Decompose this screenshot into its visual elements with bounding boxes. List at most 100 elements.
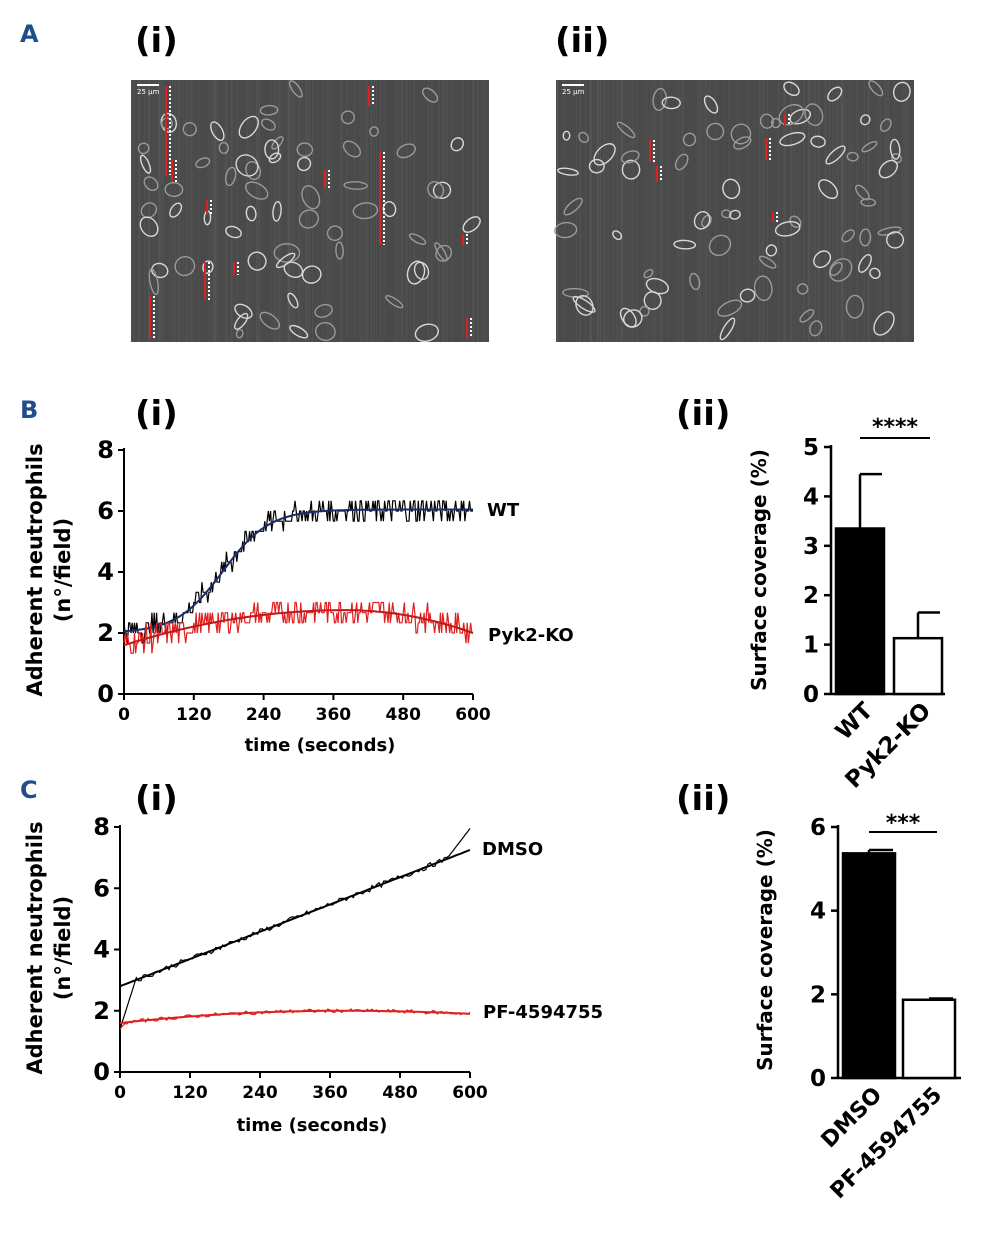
cell bbox=[143, 176, 159, 192]
cell bbox=[562, 130, 571, 141]
chart-c-i: Adherent neutrophils (n°/field) time (se… bbox=[23, 813, 603, 1136]
cell bbox=[264, 139, 280, 160]
scale-label-i: 25 µm bbox=[137, 88, 160, 96]
cell bbox=[753, 275, 773, 302]
cell bbox=[721, 209, 732, 219]
cell bbox=[722, 178, 741, 200]
panel-a-ii-label: (ii) bbox=[555, 21, 609, 61]
cell bbox=[652, 87, 667, 111]
cell bbox=[827, 86, 843, 102]
cell bbox=[879, 118, 892, 132]
cell bbox=[886, 231, 905, 249]
x-tick-label: 360 bbox=[316, 705, 352, 725]
cell bbox=[427, 181, 445, 199]
cell bbox=[169, 202, 183, 218]
y-tick-label: 5 bbox=[803, 435, 819, 461]
cell bbox=[247, 251, 267, 271]
cell bbox=[845, 294, 864, 319]
cell bbox=[235, 328, 244, 339]
cell bbox=[708, 234, 732, 257]
panel-b-i-label: (i) bbox=[135, 394, 178, 434]
cell bbox=[809, 320, 823, 337]
cell bbox=[620, 150, 640, 164]
micrograph-ii-texture bbox=[554, 80, 911, 342]
cell bbox=[733, 136, 752, 150]
series-fit-wt bbox=[123, 508, 473, 633]
y-tick-label: 2 bbox=[803, 583, 819, 609]
cell bbox=[245, 161, 262, 181]
panel-b-label: B bbox=[20, 396, 38, 424]
y-tick-label: 4 bbox=[97, 558, 114, 586]
cell bbox=[854, 184, 870, 201]
c-i-y-title-line2: (n°/field) bbox=[51, 896, 75, 1000]
cell bbox=[661, 96, 681, 110]
cell bbox=[434, 242, 448, 262]
b-ii-y-title: Surface coverage (%) bbox=[747, 449, 771, 691]
x-tick-label: 480 bbox=[385, 705, 421, 725]
y-tick-label: 2 bbox=[810, 982, 826, 1008]
x-tick-label: 600 bbox=[452, 1083, 488, 1103]
scale-label-ii: 25 µm bbox=[562, 88, 585, 96]
cell bbox=[673, 239, 697, 250]
cell bbox=[778, 103, 804, 126]
c-i-x-title: time (seconds) bbox=[237, 1115, 388, 1136]
cell bbox=[137, 142, 150, 155]
y-tick-label: 3 bbox=[803, 534, 819, 560]
cell bbox=[739, 288, 756, 303]
x-tick-label: 0 bbox=[114, 1083, 126, 1103]
cell bbox=[462, 216, 481, 233]
cell bbox=[297, 156, 312, 172]
scale-bar-ii bbox=[562, 84, 584, 86]
cell bbox=[369, 126, 379, 137]
cell bbox=[619, 307, 637, 328]
y-tick-label: 0 bbox=[97, 680, 114, 708]
cell bbox=[810, 135, 826, 148]
cell bbox=[825, 145, 846, 165]
b-i-legend-wt: WT bbox=[487, 500, 520, 521]
y-tick-label: 0 bbox=[810, 1066, 826, 1092]
cell bbox=[233, 312, 249, 330]
x-tick-label: 360 bbox=[312, 1083, 348, 1103]
cell bbox=[804, 103, 824, 127]
chart-b-ii: Surface coverage (%) **** 012345WTPyk2-K… bbox=[747, 415, 945, 794]
y-tick-label: 4 bbox=[803, 484, 819, 510]
cell bbox=[645, 277, 669, 295]
cell bbox=[621, 159, 641, 180]
cell bbox=[557, 167, 579, 176]
cell bbox=[869, 267, 881, 280]
cell bbox=[765, 244, 778, 257]
cell bbox=[643, 291, 662, 310]
x-tick-label: 240 bbox=[242, 1083, 278, 1103]
cell bbox=[578, 131, 590, 144]
y-tick-label: 0 bbox=[93, 1058, 110, 1086]
y-tick-label: 8 bbox=[97, 436, 114, 464]
cell bbox=[774, 220, 801, 237]
cell bbox=[245, 205, 257, 222]
cell bbox=[202, 260, 214, 274]
cell bbox=[408, 233, 427, 245]
y-tick-label: 2 bbox=[97, 619, 114, 647]
x-tick-label: 480 bbox=[382, 1083, 418, 1103]
cell bbox=[639, 306, 650, 317]
cell bbox=[770, 117, 781, 129]
cell bbox=[859, 228, 872, 247]
series-fit-pf-4594755 bbox=[119, 1009, 471, 1024]
cell bbox=[575, 294, 594, 316]
series-fit-pyk2-ko bbox=[123, 609, 474, 647]
y-tick-label: 2 bbox=[93, 997, 110, 1025]
cell bbox=[693, 211, 711, 230]
cell bbox=[563, 197, 583, 216]
cell bbox=[288, 80, 303, 98]
cell bbox=[759, 113, 774, 129]
cell bbox=[789, 108, 812, 125]
panel-c-i-label: (i) bbox=[135, 779, 178, 819]
b-i-x-title: time (seconds) bbox=[245, 735, 396, 756]
cell bbox=[829, 261, 843, 277]
cell bbox=[706, 122, 725, 141]
cell bbox=[846, 151, 859, 162]
cell bbox=[218, 141, 229, 155]
cell bbox=[352, 202, 379, 220]
bar-dmso bbox=[841, 852, 897, 1080]
x-tick-label: 600 bbox=[455, 705, 491, 725]
